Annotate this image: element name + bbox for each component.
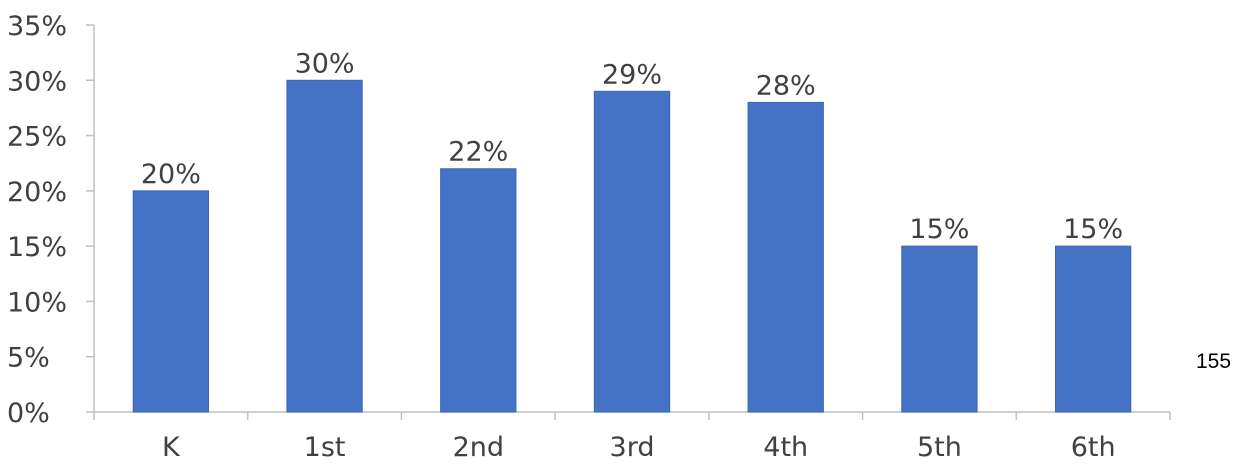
y-tick-label: 20% bbox=[7, 177, 67, 208]
x-tick-label: 4th bbox=[763, 432, 808, 463]
bar bbox=[1054, 245, 1132, 413]
y-tick-label: 30% bbox=[7, 66, 67, 97]
data-label: 22% bbox=[448, 137, 508, 168]
data-label: 15% bbox=[909, 214, 969, 245]
y-tick-label: 15% bbox=[7, 232, 67, 263]
page-number: 155 bbox=[1196, 350, 1232, 373]
bar bbox=[440, 168, 517, 413]
data-label: 29% bbox=[602, 59, 662, 90]
y-tick-label: 35% bbox=[7, 11, 67, 42]
data-label: 20% bbox=[141, 159, 201, 190]
bar bbox=[132, 190, 210, 413]
x-tick-label: 1st bbox=[304, 432, 346, 463]
x-tick-label: 6th bbox=[1071, 432, 1116, 463]
x-tick-label: 3rd bbox=[610, 432, 655, 463]
y-tick-label: 0% bbox=[7, 398, 50, 429]
y-tick-label: 10% bbox=[7, 287, 67, 318]
bars bbox=[132, 79, 1132, 413]
y-tick-label: 25% bbox=[7, 122, 67, 153]
x-tick-label: 2nd bbox=[453, 432, 504, 463]
data-label: 15% bbox=[1063, 214, 1123, 245]
y-tick-label: 5% bbox=[7, 343, 50, 374]
x-axis: K 1st 2nd 3rd 4th 5th 6th bbox=[93, 411, 1171, 463]
bar bbox=[593, 90, 671, 413]
data-label: 30% bbox=[295, 48, 355, 79]
bar bbox=[286, 79, 363, 413]
x-tick-label: K bbox=[162, 432, 181, 463]
bar bbox=[901, 245, 978, 413]
data-labels: 20% 30% 22% 29% 28% 15% 15% bbox=[141, 48, 1123, 245]
y-axis: 0% 5% 10% 15% 20% 25% 30% 35% bbox=[7, 11, 95, 429]
bar bbox=[747, 101, 824, 413]
x-tick-label: 5th bbox=[917, 432, 962, 463]
data-label: 28% bbox=[756, 70, 816, 101]
